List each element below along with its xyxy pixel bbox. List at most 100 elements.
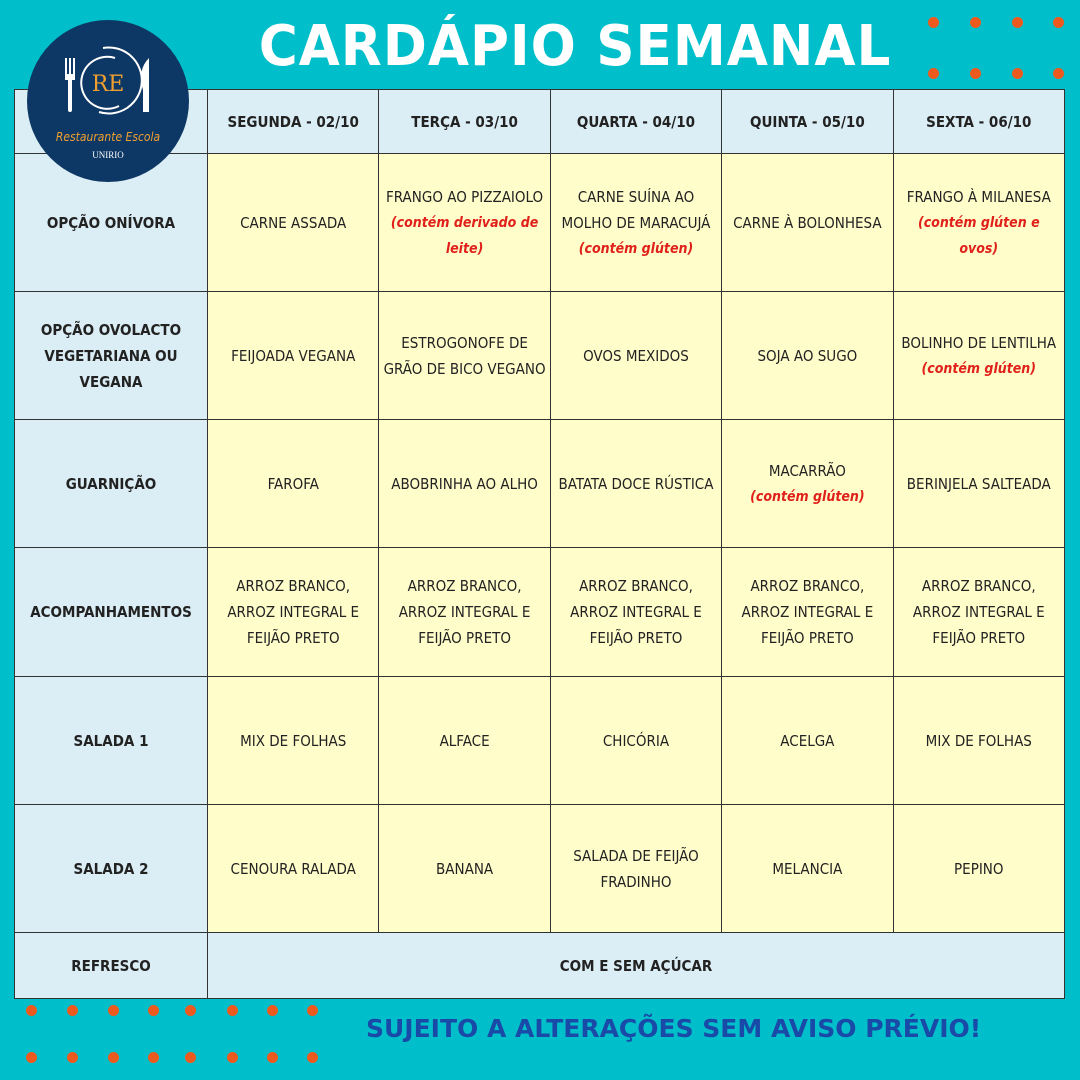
menu-cell: MACARRÃO (contém glúten) (721, 419, 894, 548)
menu-cell: CARNE SUÍNA AO MOLHO DE MARACUJÁ (contém … (549, 153, 723, 292)
day-header: SEXTA - 06/10 (892, 89, 1066, 154)
dish-name: BATATA DOCE RÚSTICA (558, 474, 714, 493)
page-title: CARDÁPIO SEMANAL (258, 14, 892, 79)
dot (185, 1005, 196, 1016)
menu-cell: OVOS MEXIDOS (549, 291, 723, 420)
dish-name: OVOS MEXIDOS (583, 346, 689, 365)
menu-cell: FEIJOADA VEGANA (206, 291, 380, 420)
logo-text: RE Restaurante Escola UNIRIO (55, 72, 161, 160)
dish-name: ARROZ BRANCO, ARROZ INTEGRAL E FEIJÃO PR… (398, 577, 531, 647)
dish-name: CARNE ASSADA (240, 213, 347, 232)
dish-name: CHICÓRIA (602, 731, 670, 750)
menu-cell: CARNE À BOLONHESA (721, 153, 894, 292)
menu-cell: ALFACE (378, 676, 551, 805)
table-row: ACOMPANHAMENTOS ARROZ BRANCO, ARROZ INTEG… (14, 547, 1066, 677)
menu-cell: CHICÓRIA (549, 676, 723, 805)
dot (928, 68, 939, 79)
day-header: SEGUNDA - 02/10 (206, 89, 380, 154)
row-label: REFRESCO (14, 932, 208, 999)
menu-cell: ACELGA (721, 676, 894, 805)
allergen-note: (contém glúten) (750, 488, 865, 505)
restaurant-logo (27, 20, 189, 182)
row-label: SALADA 2 (14, 804, 208, 933)
dot (26, 1005, 37, 1016)
dish-name: FEIJOADA VEGANA (231, 346, 356, 365)
row-label: SALADA 1 (14, 676, 208, 805)
dot (67, 1052, 78, 1063)
allergen-note: (contém glúten) (921, 360, 1037, 377)
refresco-value: COM E SEM AÇÚCAR (207, 932, 1065, 999)
menu-cell: ARROZ BRANCO, ARROZ INTEGRAL E FEIJÃO PR… (549, 547, 723, 677)
allergen-note: (contém glúten) (578, 240, 694, 257)
dish-name: MIX DE FOLHAS (925, 731, 1032, 750)
dot (185, 1052, 196, 1063)
dish-name: FAROFA (267, 474, 319, 493)
table-row: SALADA 2 CENOURA RALADA BANANA SALADA DE FE… (14, 804, 1066, 933)
table-row: SALADA 1 MIX DE FOLHAS ALFACE CHICÓRIA ACELG… (14, 676, 1066, 805)
table-row: REFRESCO COM E SEM AÇÚCAR (14, 932, 1065, 999)
day-header: QUINTA - 05/10 (721, 89, 894, 154)
dot (148, 1005, 159, 1016)
menu-cell: MIX DE FOLHAS (892, 676, 1066, 805)
dish-name: SOJA AO SUGO (757, 346, 858, 365)
dish-name: BANANA (436, 859, 494, 878)
dot (970, 68, 981, 79)
table-row: OPÇÃO OVOLACTO VEGETARIANA OU VEGANA FEIJ… (14, 291, 1066, 420)
dot (1012, 17, 1023, 28)
dish-name: ALFACE (439, 731, 490, 750)
dish-name: FRANGO À MILANESA (906, 187, 1051, 206)
menu-cell: MIX DE FOLHAS (206, 676, 380, 805)
menu-cell: ARROZ BRANCO, ARROZ INTEGRAL E FEIJÃO PR… (892, 547, 1066, 677)
dish-name: CARNE À BOLONHESA (733, 213, 882, 232)
dish-name: MACARRÃO (768, 461, 846, 480)
dot (148, 1052, 159, 1063)
menu-cell: ARROZ BRANCO, ARROZ INTEGRAL E FEIJÃO PR… (206, 547, 380, 677)
dot (307, 1005, 318, 1016)
dot (227, 1005, 238, 1016)
dot (1012, 68, 1023, 79)
menu-cell: ARROZ BRANCO, ARROZ INTEGRAL E FEIJÃO PR… (378, 547, 551, 677)
menu-cell: ABOBRINHA AO ALHO (378, 419, 551, 548)
dish-name: BOLINHO DE LENTILHA (901, 333, 1057, 352)
allergen-note: (contém glúten e ovos) (917, 214, 1040, 257)
dot (67, 1005, 78, 1016)
menu-cell: SOJA AO SUGO (721, 291, 894, 420)
allergen-note: (contém derivado de leite) (390, 214, 539, 257)
day-header: QUARTA - 04/10 (549, 89, 723, 154)
dot (108, 1052, 119, 1063)
menu-cell: BERINJELA SALTEADA (892, 419, 1066, 548)
menu-cell: PEPINO (892, 804, 1066, 933)
dot (227, 1052, 238, 1063)
dish-name: ARROZ BRANCO, ARROZ INTEGRAL E FEIJÃO PR… (912, 577, 1045, 647)
dish-name: ACELGA (780, 731, 835, 750)
dish-name: ARROZ BRANCO, ARROZ INTEGRAL E FEIJÃO PR… (570, 577, 702, 647)
dish-name: MELANCIA (772, 859, 843, 878)
dot (1053, 17, 1064, 28)
dot (108, 1005, 119, 1016)
dot (267, 1052, 278, 1063)
dish-name: CENOURA RALADA (230, 859, 356, 878)
menu-cell: FRANGO À MILANESA (contém glúten e ovos) (892, 153, 1066, 292)
menu-cell: FRANGO AO PIZZAIOLO (contém derivado de l… (378, 153, 551, 292)
dish-name: FRANGO AO PIZZAIOLO (386, 187, 544, 206)
dish-name: PEPINO (954, 859, 1004, 878)
menu-cell: BOLINHO DE LENTILHA (contém glúten) (892, 291, 1066, 420)
dish-name: MIX DE FOLHAS (240, 731, 347, 750)
menu-cell: FAROFA (206, 419, 380, 548)
row-label: GUARNIÇÃO (14, 419, 208, 548)
menu-cell: CENOURA RALADA (206, 804, 380, 933)
menu-cell: CARNE ASSADA (206, 153, 380, 292)
dish-name: ABOBRINHA AO ALHO (391, 474, 538, 493)
menu-cell: ESTROGONOFE DE GRÃO DE BICO VEGANO (378, 291, 551, 420)
dot (1053, 68, 1064, 79)
menu-cell: BATATA DOCE RÚSTICA (549, 419, 723, 548)
menu-cell: SALADA DE FEIJÃO FRADINHO (549, 804, 723, 933)
dish-name: ARROZ BRANCO, ARROZ INTEGRAL E FEIJÃO PR… (227, 577, 360, 647)
dish-name: SALADA DE FEIJÃO FRADINHO (573, 846, 699, 891)
disclaimer: SUJEITO A ALTERAÇÕES SEM AVISO PRÉVIO! (366, 1014, 982, 1043)
menu-cell: ARROZ BRANCO, ARROZ INTEGRAL E FEIJÃO PR… (721, 547, 894, 677)
menu-table: SEGUNDA - 02/10 TERÇA - 03/10 QUARTA - 04/… (14, 89, 1066, 999)
day-header: TERÇA - 03/10 (378, 89, 551, 154)
dish-name: CARNE SUÍNA AO MOLHO DE MARACUJÁ (561, 187, 711, 232)
dot (307, 1052, 318, 1063)
